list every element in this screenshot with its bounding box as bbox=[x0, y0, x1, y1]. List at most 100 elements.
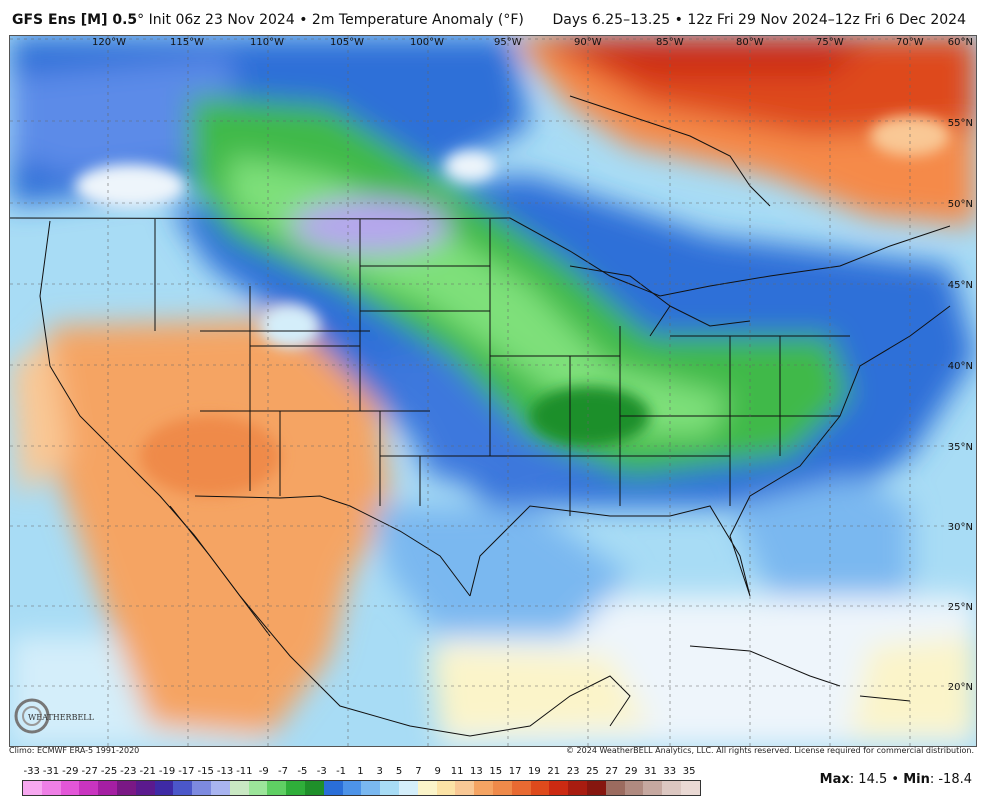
legend-tick-label: -1 bbox=[336, 766, 347, 777]
political-borders bbox=[10, 95, 951, 737]
legend-swatch bbox=[154, 781, 174, 795]
lat-label: 35°N bbox=[948, 442, 973, 453]
climo-credit: Climo: ECMWF ERA-5 1991-2020 bbox=[9, 746, 140, 755]
legend-tick-label: 9 bbox=[434, 766, 441, 777]
lon-label: 70°W bbox=[896, 37, 924, 48]
legend-tick-label: 31 bbox=[644, 766, 657, 777]
legend-swatch bbox=[474, 781, 493, 795]
legend-tick-label: 13 bbox=[470, 766, 483, 777]
legend-swatch bbox=[492, 781, 512, 795]
legend-tick-label: 33 bbox=[663, 766, 677, 777]
legend-tick-label: 19 bbox=[528, 766, 541, 777]
legend-swatch bbox=[267, 781, 287, 795]
lat-label: 50°N bbox=[948, 199, 973, 210]
map-canvas: 120°W 115°W 110°W 105°W 100°W 95°W 90°W … bbox=[10, 36, 976, 746]
color-legend: -33 -31 -29 -27 -25 -23 -21 -19 -17 -15 -13 -11 -9 -7… bbox=[12, 762, 712, 802]
legend-tick-label: -5 bbox=[297, 766, 308, 777]
legend-tick-label: -21 bbox=[139, 766, 156, 777]
legend-tick-label: 1 bbox=[357, 766, 364, 777]
legend-tick-label: 35 bbox=[682, 766, 696, 777]
legend-swatch bbox=[361, 781, 381, 795]
lon-label: 115°W bbox=[170, 37, 204, 48]
logo-swirl-icon: WEATHERBELL bbox=[14, 698, 95, 734]
map-header: GFS Ens [M] 0.5° Init 06z 23 Nov 2024 • … bbox=[0, 0, 984, 34]
lon-label: 105°W bbox=[330, 37, 364, 48]
latitude-labels: 60°N 55°N 50°N 45°N 40°N 35°N 30°N 25°N … bbox=[948, 37, 973, 693]
lat-label: 25°N bbox=[948, 602, 973, 613]
legend-tick-label: 29 bbox=[624, 766, 638, 777]
legend-swatch bbox=[304, 781, 324, 795]
legend-tick-label: -11 bbox=[236, 766, 253, 777]
lon-label: 80°W bbox=[736, 37, 764, 48]
lat-label: 60°N bbox=[948, 37, 973, 48]
legend-tick-label: -17 bbox=[178, 766, 195, 777]
legend-tick-label: 25 bbox=[586, 766, 599, 777]
lat-label: 45°N bbox=[948, 280, 973, 291]
legend-swatch bbox=[192, 781, 211, 795]
legend-tick-label: -13 bbox=[216, 766, 234, 777]
init-time: Init 06z 23 Nov 2024 bbox=[148, 12, 295, 28]
legend-tick-label: -31 bbox=[42, 766, 60, 777]
legend-tick-label: 5 bbox=[395, 766, 403, 777]
legend-tick-label: -27 bbox=[81, 766, 98, 777]
legend-tick-label: -15 bbox=[197, 766, 214, 777]
legend-swatch bbox=[568, 781, 587, 795]
legend-swatch bbox=[680, 781, 700, 795]
legend-swatch bbox=[210, 781, 230, 795]
lat-label: 30°N bbox=[948, 522, 973, 533]
legend-swatch bbox=[23, 781, 42, 795]
legend-color-bar bbox=[22, 780, 701, 796]
legend-swatch bbox=[342, 781, 362, 795]
legend-swatch bbox=[455, 781, 475, 795]
legend-swatch bbox=[605, 781, 625, 795]
copyright-credit: © 2024 WeatherBELL Analytics, LLC. All r… bbox=[566, 746, 974, 755]
legend-swatch bbox=[624, 781, 644, 795]
legend-tick-label: -29 bbox=[62, 766, 79, 777]
legend-swatch bbox=[662, 781, 681, 795]
legend-swatch bbox=[549, 781, 569, 795]
variable-name: 2m Temperature Anomaly (°F) bbox=[311, 12, 524, 28]
anomaly-detail bbox=[75, 116, 950, 496]
temperature-anomaly-map: 120°W 115°W 110°W 105°W 100°W 95°W 90°W … bbox=[9, 35, 977, 747]
valid-period: Days 6.25–13.25 • 12z Fri 29 Nov 2024–12… bbox=[552, 12, 966, 28]
legend-swatch bbox=[530, 781, 550, 795]
lon-label: 75°W bbox=[816, 37, 844, 48]
legend-swatch bbox=[98, 781, 117, 795]
lon-label: 85°W bbox=[656, 37, 684, 48]
legend-swatch bbox=[511, 781, 531, 795]
legend-tick-label: -9 bbox=[258, 766, 269, 777]
legend-swatch bbox=[398, 781, 418, 795]
legend-swatch bbox=[417, 781, 437, 795]
lat-label: 40°N bbox=[948, 361, 973, 372]
title-bullet: • bbox=[299, 12, 308, 28]
legend-tick-label: 17 bbox=[508, 766, 522, 777]
min-label: Min bbox=[903, 772, 930, 787]
legend-tick-label: -3 bbox=[316, 766, 327, 777]
degree-mark: ° bbox=[137, 12, 145, 28]
legend-swatch bbox=[135, 781, 155, 795]
model-name: GFS Ens [M] 0.5 bbox=[12, 12, 138, 28]
legend-swatch bbox=[116, 781, 136, 795]
legend-swatch bbox=[323, 781, 343, 795]
legend-tick-label: -19 bbox=[158, 766, 176, 777]
graticule bbox=[10, 36, 976, 746]
legend-tick-label: -33 bbox=[23, 766, 40, 777]
legend-tick-label: 23 bbox=[566, 766, 580, 777]
max-label: Max bbox=[819, 772, 850, 787]
legend-swatch bbox=[586, 781, 606, 795]
legend-swatch bbox=[229, 781, 249, 795]
maxmin-separator: • bbox=[887, 772, 904, 787]
legend-tick-label: 27 bbox=[605, 766, 619, 777]
legend-labels: -33 -31 -29 -27 -25 -23 -21 -19 -17 -15 -13 -11 -9 -7… bbox=[12, 766, 712, 778]
lon-label: 95°W bbox=[494, 37, 522, 48]
legend-swatch bbox=[79, 781, 99, 795]
legend-swatch bbox=[286, 781, 305, 795]
max-value: : 14.5 bbox=[849, 772, 888, 787]
max-min-readout: Max: 14.5 • Min: -18.4 bbox=[820, 772, 972, 787]
legend-swatch bbox=[248, 781, 268, 795]
lat-label: 20°N bbox=[948, 682, 973, 693]
legend-swatch bbox=[643, 781, 663, 795]
lon-label: 110°W bbox=[250, 37, 284, 48]
legend-tick-label: 21 bbox=[547, 766, 561, 777]
legend-tick-label: -23 bbox=[120, 766, 137, 777]
